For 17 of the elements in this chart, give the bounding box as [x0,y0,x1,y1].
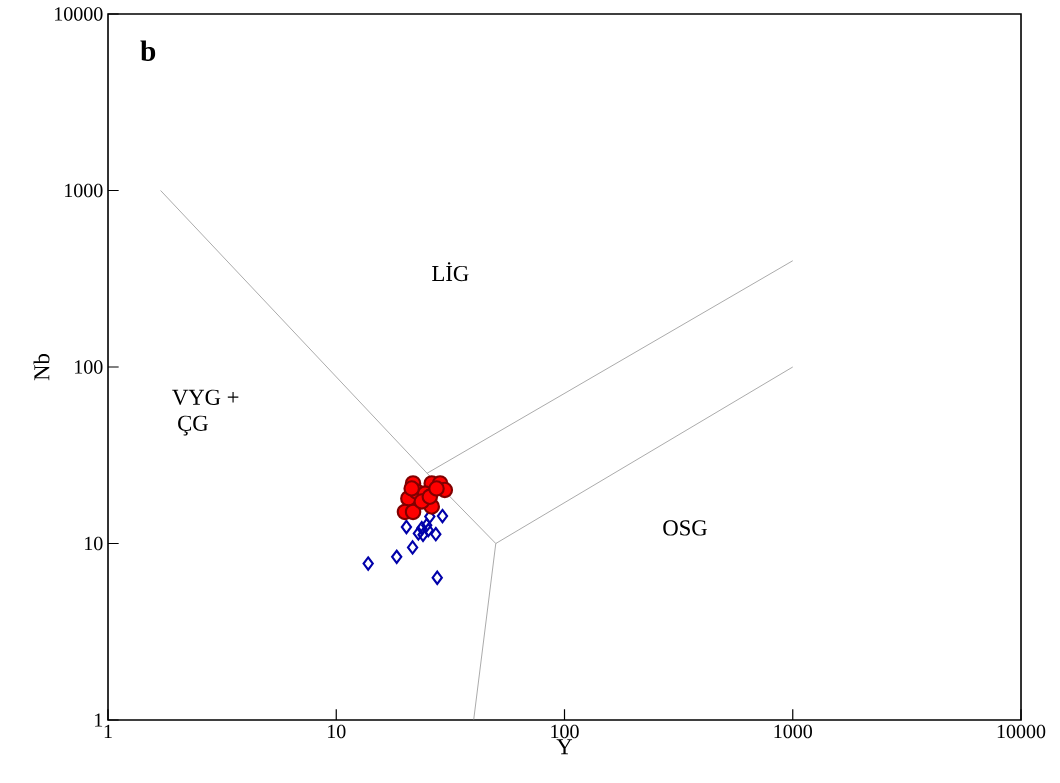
x-axis-title: Y [556,739,573,755]
y-tick-label: 100 [75,360,103,374]
x-tick-label: 10 [328,724,346,739]
annotation: OSG [663,520,707,536]
annotation: ÇG [178,415,208,436]
annotation: b [140,40,156,62]
y-axis-title: Nb [33,354,50,381]
annotation: LİG [432,262,469,282]
y-tick-label: 1 [95,713,103,727]
annotation: VYG + [172,389,239,406]
y-tick-label: 1000 [65,183,103,198]
x-tick-label: 1 [104,724,112,738]
x-tick-label: 10000 [997,724,1046,739]
y-tick-label: 10000 [55,7,103,21]
x-tick-label: 100 [551,724,579,739]
y-tick-label: 10 [85,536,103,551]
x-tick-label: 1000 [774,724,812,739]
